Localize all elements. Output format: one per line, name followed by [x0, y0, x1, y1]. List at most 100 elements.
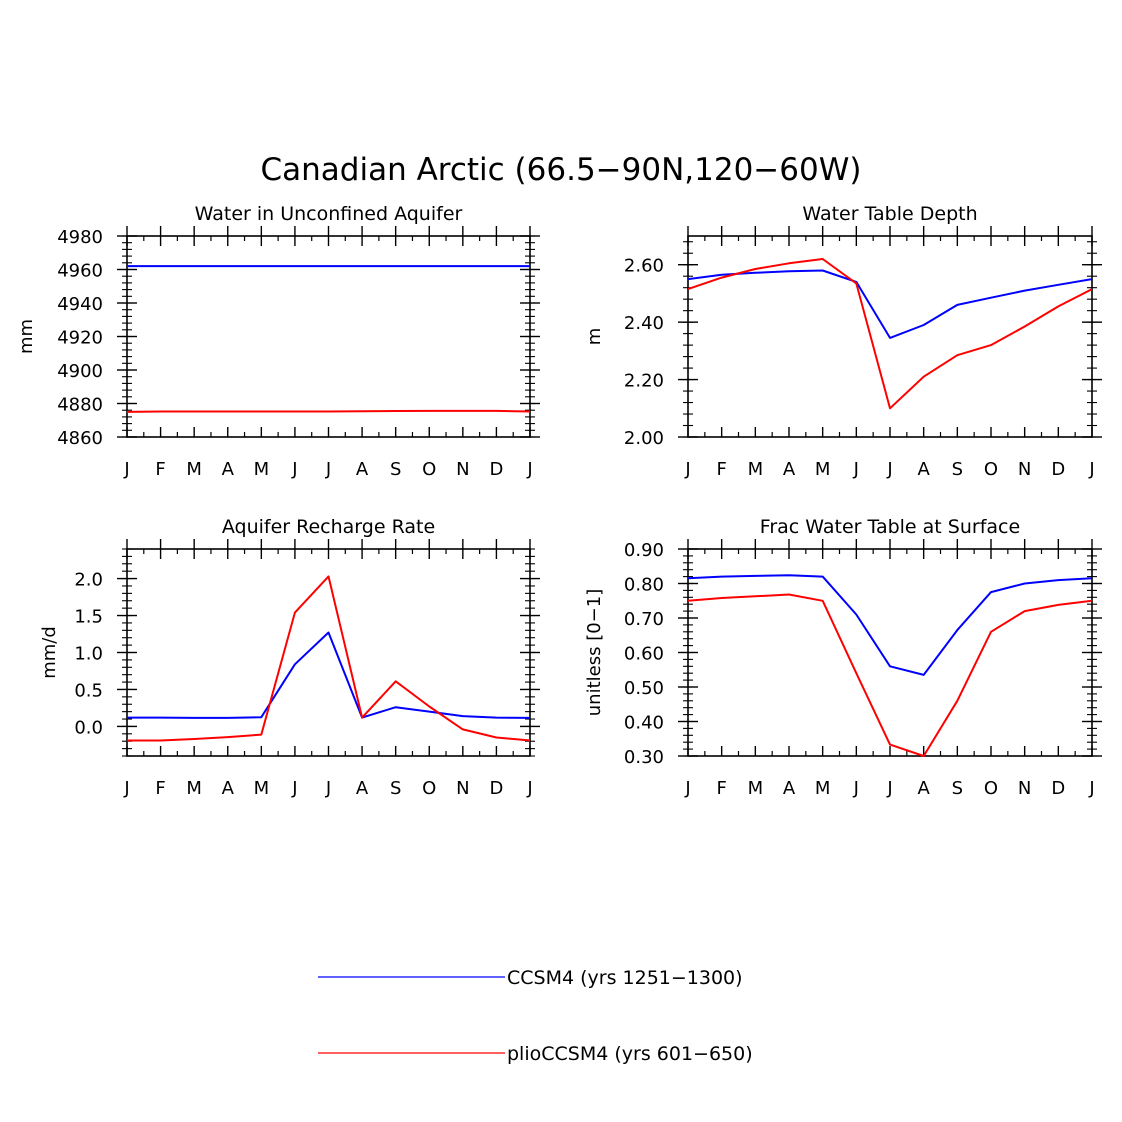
figure-title: Canadian Arctic (66.5−90N,120−60W) [261, 152, 862, 188]
x-tick-label: J [853, 778, 859, 799]
x-tick-label: N [456, 778, 469, 799]
y-tick-label: 4920 [57, 328, 103, 349]
x-tick-label: J [886, 459, 892, 480]
x-tick-label: A [222, 459, 235, 480]
x-tick-label: O [422, 778, 436, 799]
series-line-plioccsm4-yrs-601-650 [688, 258, 1092, 410]
x-tick-label: N [456, 459, 469, 480]
x-tick-label: D [489, 778, 503, 799]
x-tick-label: J [1088, 778, 1094, 799]
y-tick-label: 0.80 [624, 575, 664, 596]
legend-label-ccsm4: CCSM4 (yrs 1251−1300) [507, 967, 743, 989]
x-tick-label: A [356, 778, 369, 799]
x-tick-label: D [1051, 459, 1065, 480]
x-tick-label: J [325, 459, 331, 480]
x-tick-label: A [918, 459, 931, 480]
y-axis-label: unitless [0−1] [584, 589, 605, 716]
y-tick-label: 2.20 [624, 371, 664, 392]
x-tick-label: J [684, 778, 690, 799]
series-line-ccsm4-yrs-1251-1300 [688, 269, 1092, 339]
y-tick-label: 4980 [57, 227, 103, 248]
x-tick-label: M [748, 778, 764, 799]
y-tick-label: 1.5 [74, 607, 103, 628]
x-tick-label: S [390, 778, 401, 799]
series-line-ccsm4-yrs-1251-1300 [688, 574, 1092, 676]
x-tick-label: M [254, 778, 270, 799]
x-tick-label: M [815, 459, 831, 480]
x-tick-label: J [123, 459, 129, 480]
y-tick-label: 0.70 [624, 609, 664, 630]
x-tick-label: A [356, 459, 369, 480]
x-tick-label: M [748, 459, 764, 480]
panel-title: Aquifer Recharge Rate [222, 516, 435, 538]
x-tick-label: S [952, 778, 963, 799]
y-tick-label: 0.5 [74, 680, 103, 701]
x-tick-label: J [291, 459, 297, 480]
x-tick-label: M [254, 459, 270, 480]
x-tick-label: A [783, 778, 796, 799]
x-tick-label: O [984, 459, 998, 480]
x-tick-label: S [390, 459, 401, 480]
x-tick-label: M [815, 778, 831, 799]
x-tick-label: J [853, 459, 859, 480]
y-axis-label: mm/d [39, 626, 60, 679]
y-tick-label: 0.60 [624, 644, 664, 665]
y-tick-label: 0.40 [624, 713, 664, 734]
y-tick-label: 4960 [57, 261, 103, 282]
legend-label-pliocssm4: plioCCSM4 (yrs 601−650) [507, 1043, 753, 1065]
x-tick-label: O [984, 778, 998, 799]
y-axis-label: mm [16, 319, 37, 354]
series-line-plioccsm4-yrs-601-650 [688, 593, 1092, 757]
x-tick-label: S [952, 459, 963, 480]
series-line-plioccsm4-yrs-601-650 [127, 409, 530, 413]
x-tick-label: O [422, 459, 436, 480]
panel-title: Water Table Depth [802, 203, 977, 225]
x-tick-label: F [716, 778, 726, 799]
y-tick-label: 0.0 [74, 717, 103, 738]
x-tick-label: J [325, 778, 331, 799]
y-tick-label: 4860 [57, 428, 103, 449]
x-tick-label: J [684, 459, 690, 480]
x-tick-label: F [716, 459, 726, 480]
y-tick-label: 2.60 [624, 256, 664, 277]
x-tick-label: M [186, 778, 202, 799]
x-tick-label: J [1088, 459, 1094, 480]
series-line-ccsm4-yrs-1251-1300 [127, 631, 530, 719]
y-tick-label: 2.00 [624, 428, 664, 449]
x-tick-label: J [123, 778, 129, 799]
x-tick-label: J [526, 459, 532, 480]
plot-frame [687, 548, 1093, 757]
x-tick-label: A [783, 459, 796, 480]
x-tick-label: N [1018, 778, 1031, 799]
y-tick-label: 2.40 [624, 313, 664, 334]
x-tick-label: J [526, 778, 532, 799]
x-tick-label: A [222, 778, 235, 799]
y-tick-label: 0.30 [624, 747, 664, 768]
y-tick-label: 4940 [57, 294, 103, 315]
y-tick-label: 4900 [57, 361, 103, 382]
x-tick-label: D [1051, 778, 1065, 799]
x-tick-label: J [291, 778, 297, 799]
x-tick-label: F [155, 778, 165, 799]
x-tick-label: A [918, 778, 931, 799]
x-tick-label: M [186, 459, 202, 480]
x-tick-label: J [886, 778, 892, 799]
y-tick-label: 0.90 [624, 540, 664, 561]
x-tick-label: N [1018, 459, 1031, 480]
y-axis-label: m [584, 328, 605, 346]
y-tick-label: 1.0 [74, 644, 103, 665]
legend: CCSM4 (yrs 1251−1300) plioCCSM4 (yrs 601… [318, 967, 753, 1065]
panel-title: Water in Unconfined Aquifer [195, 203, 463, 225]
x-tick-label: D [489, 459, 503, 480]
panel-title: Frac Water Table at Surface [760, 516, 1020, 538]
y-tick-label: 2.0 [74, 570, 103, 591]
x-tick-label: F [155, 459, 165, 480]
y-tick-label: 0.50 [624, 678, 664, 699]
y-tick-label: 4880 [57, 395, 103, 416]
series-line-plioccsm4-yrs-601-650 [127, 575, 530, 742]
